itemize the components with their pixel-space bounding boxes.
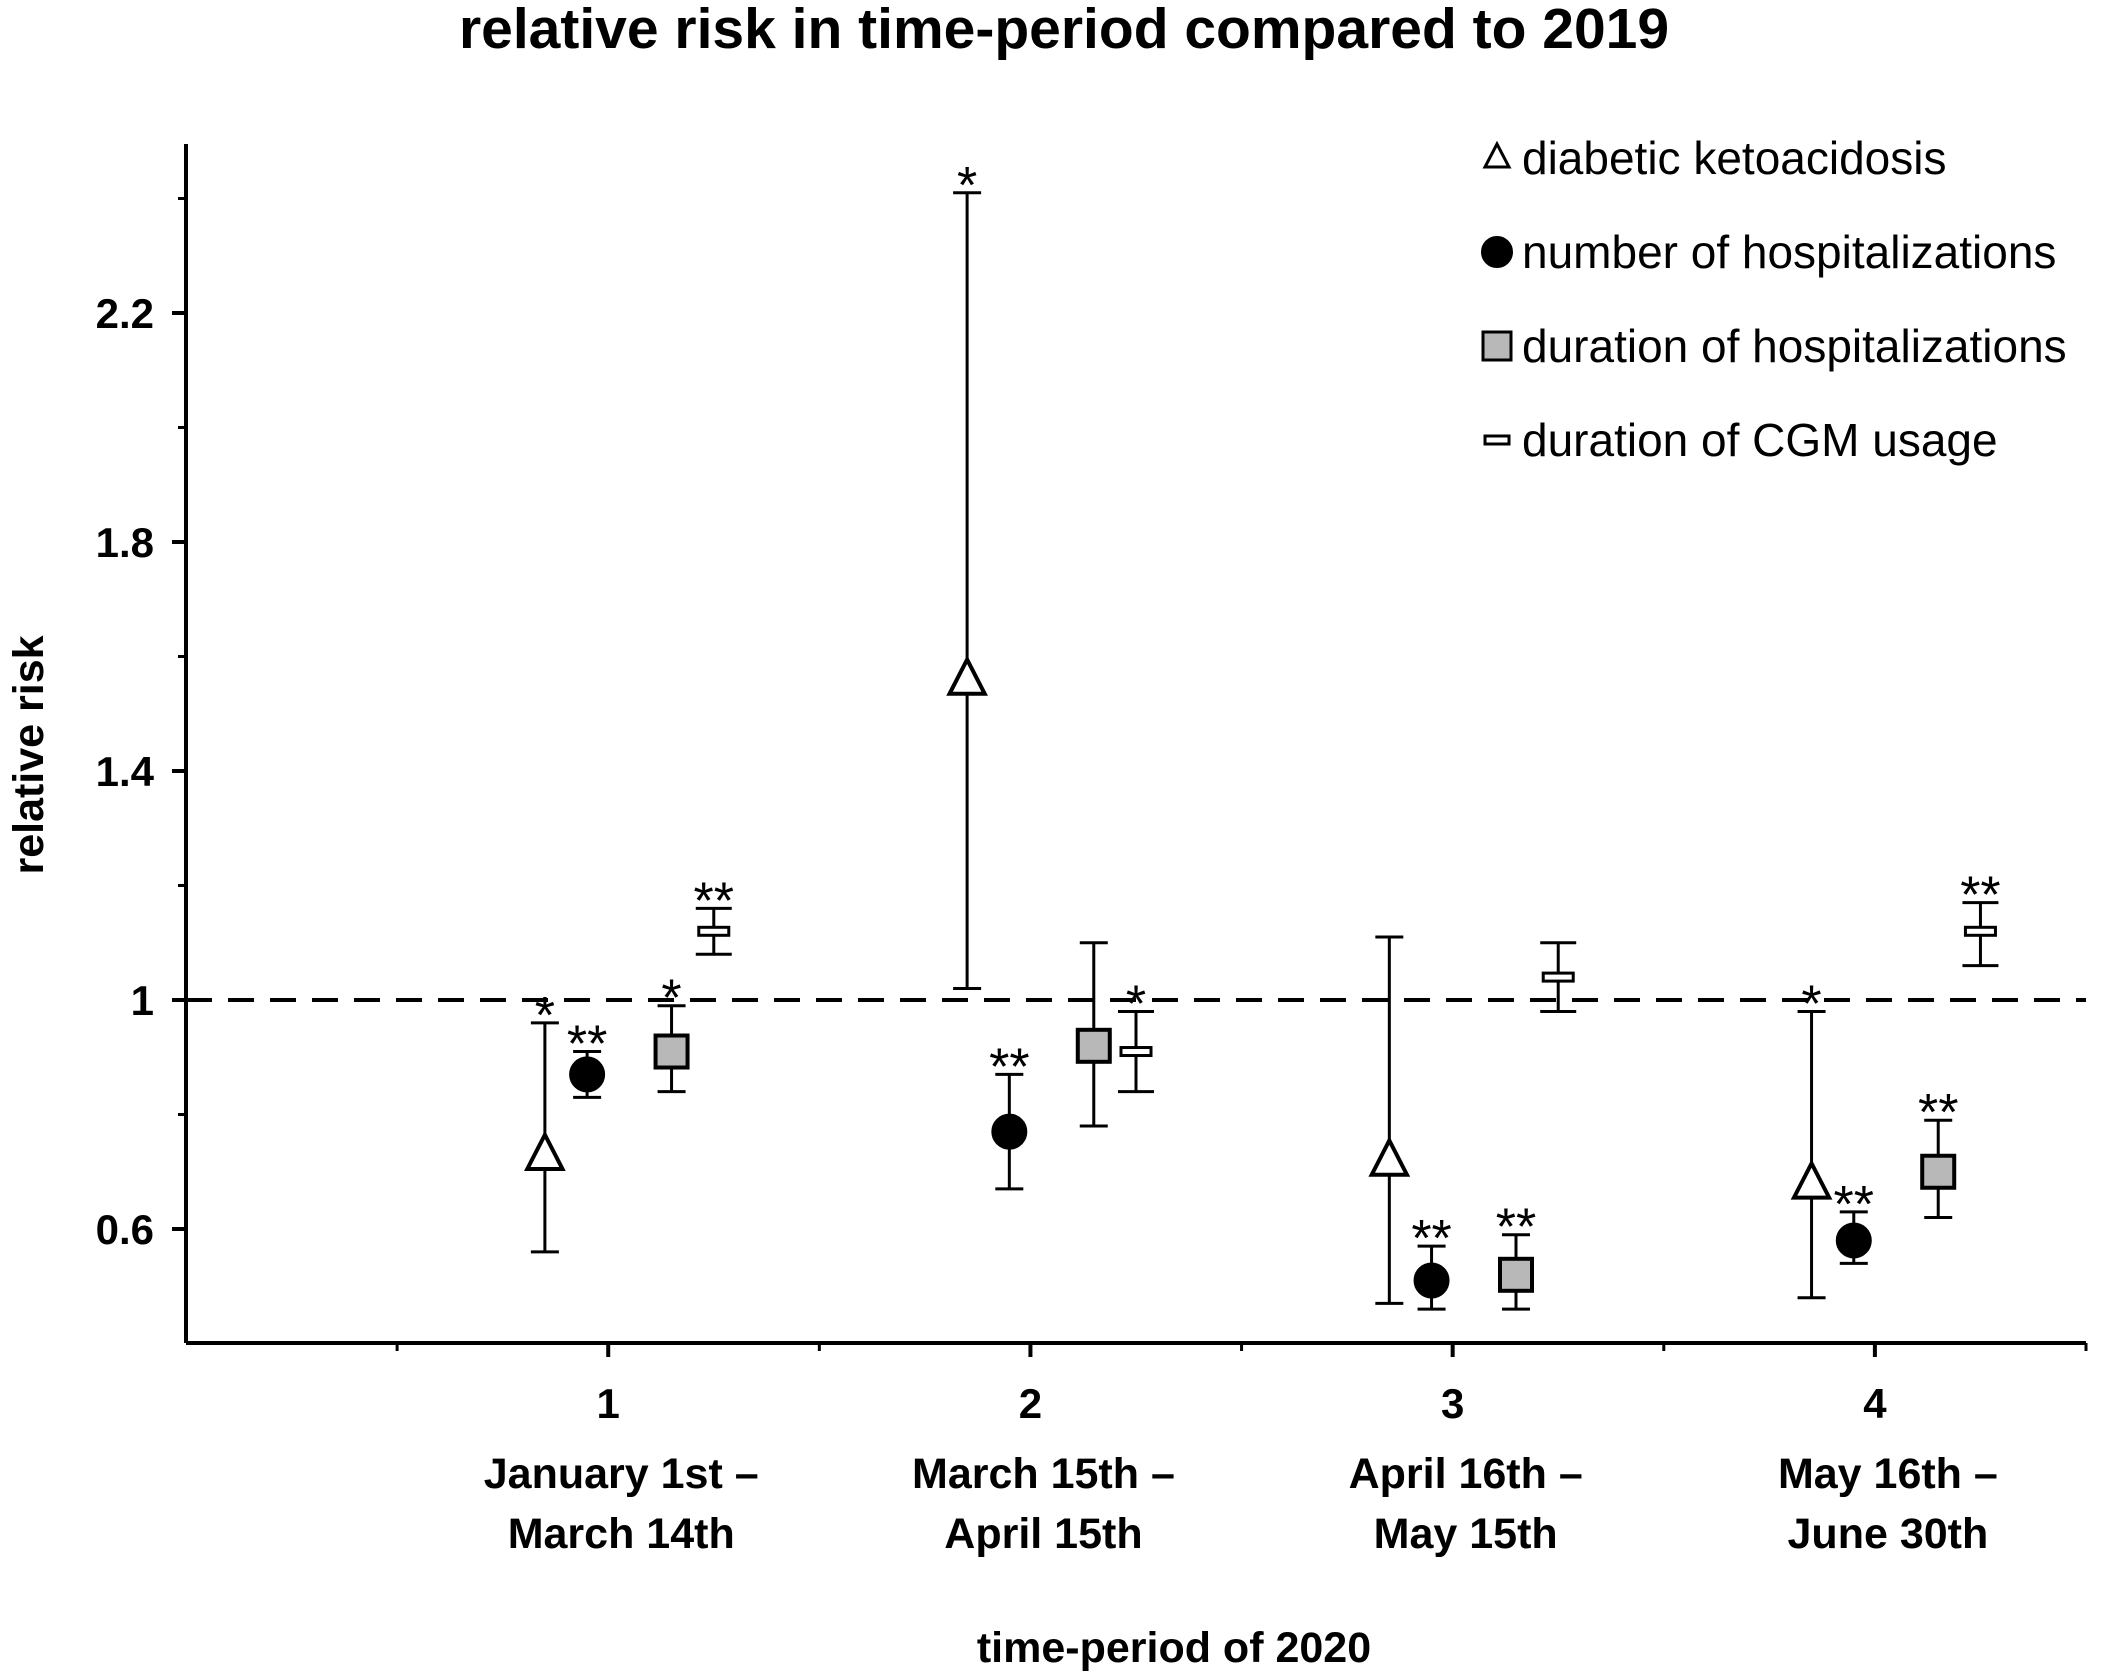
- significance-label: **: [567, 1016, 607, 1074]
- data-point-marker: [1790, 1158, 1833, 1200]
- period-label: April 15th: [944, 1510, 1142, 1558]
- data-point-marker: [1835, 1222, 1872, 1259]
- x-ticks: 1 January 1st – March 14th 2 March 15th – Apr…: [395, 1343, 2088, 1558]
- legend-marker: [1481, 236, 1513, 268]
- data-point-marker: [1963, 925, 1997, 937]
- significance-label: **: [1918, 1084, 1958, 1142]
- significance-label: **: [1496, 1199, 1536, 1257]
- legend-item: number of hospitalizations: [1481, 226, 2056, 278]
- period-label: April 16th –: [1349, 1450, 1583, 1498]
- legend-item: duration of hospitalizations: [1481, 320, 2067, 372]
- significance-label: **: [1411, 1210, 1451, 1268]
- period-label: May 15th: [1374, 1510, 1558, 1558]
- y-tick-label: 1: [131, 977, 154, 1024]
- significance-label: **: [1834, 1176, 1874, 1234]
- data-point-marker: [1498, 1256, 1534, 1293]
- period-label: June 30th: [1788, 1510, 1989, 1558]
- legend-marker: [1482, 140, 1512, 169]
- y-tick-label: 0.6: [96, 1206, 154, 1253]
- data-point-marker: [1920, 1153, 1957, 1190]
- significance-label: *: [957, 157, 977, 215]
- significance-label: **: [989, 1038, 1029, 1096]
- legend-item: diabetic ketoacidosis: [1482, 132, 1946, 184]
- data-point-marker: [1119, 1046, 1153, 1058]
- legend-label: duration of CGM usage: [1522, 414, 1998, 466]
- period-label: May 16th –: [1778, 1450, 1998, 1498]
- significance-label: **: [1960, 867, 2000, 925]
- x-tick-label: 2: [1019, 1380, 1042, 1427]
- legend-item: duration of CGM usage: [1483, 414, 1998, 466]
- legend-label: duration of hospitalizations: [1522, 320, 2067, 372]
- legend-marker: [1481, 330, 1513, 362]
- significance-label: *: [661, 970, 681, 1028]
- data-point-marker: [1413, 1262, 1450, 1299]
- significance-label: *: [1801, 975, 1821, 1033]
- x-axis-label: time-period of 2020: [977, 1624, 1371, 1672]
- series-bar: *****: [694, 867, 2001, 1094]
- y-axis-label: relative risk: [5, 635, 53, 874]
- legend: diabetic ketoacidosis number of hospitali…: [1481, 132, 2067, 466]
- data-point-marker: [991, 1113, 1028, 1150]
- series-square: *****: [653, 941, 1958, 1311]
- period-label: January 1st –: [484, 1450, 759, 1498]
- data-point-marker: [1368, 1136, 1411, 1177]
- series-layer: ***** ****************: [524, 157, 2001, 1311]
- significance-label: *: [535, 987, 555, 1045]
- data-point-marker: [1075, 1027, 1112, 1064]
- data-point-marker: [524, 1130, 566, 1171]
- data-point-marker: [946, 655, 988, 696]
- legend-label: diabetic ketoacidosis: [1522, 132, 1946, 184]
- data-point-marker: [653, 1033, 690, 1070]
- period-label: March 15th –: [912, 1450, 1175, 1498]
- legend-label: number of hospitalizations: [1522, 226, 2056, 278]
- x-tick-label: 3: [1441, 1380, 1464, 1427]
- significance-label: *: [1126, 975, 1146, 1033]
- y-tick-label: 1.8: [96, 519, 154, 566]
- legend-marker: [1483, 434, 1511, 446]
- significance-label: **: [694, 872, 734, 930]
- chart-title: relative risk in time-period compared to…: [459, 0, 1669, 61]
- y-tick-label: 2.2: [96, 290, 154, 337]
- series-triangle: ***: [524, 157, 1833, 1305]
- series-circle: ** ** ** **: [567, 1016, 1874, 1311]
- x-tick-label: 1: [597, 1380, 620, 1427]
- x-tick-label: 4: [1863, 1380, 1887, 1427]
- data-point-marker: [569, 1056, 606, 1093]
- y-ticks: 0.6 1 1.4 1.8 2.2: [96, 197, 186, 1253]
- period-label: March 14th: [508, 1510, 735, 1558]
- data-point-marker: [1541, 971, 1575, 983]
- y-tick-label: 1.4: [96, 748, 155, 795]
- data-point-marker: [697, 925, 731, 937]
